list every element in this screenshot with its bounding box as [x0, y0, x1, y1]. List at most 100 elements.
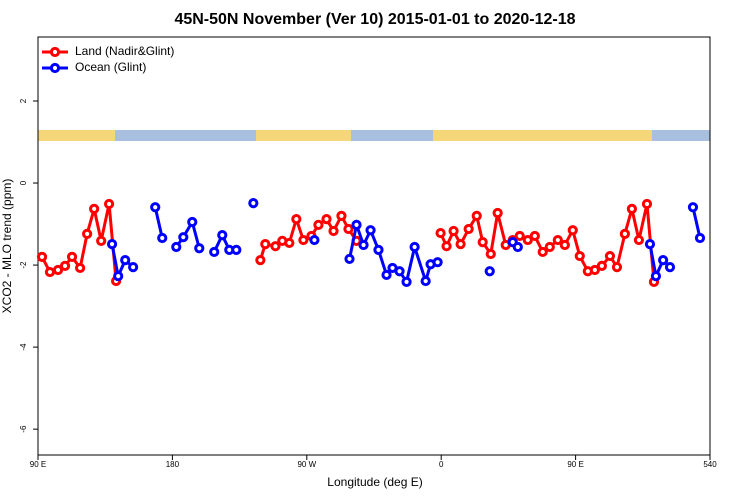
point — [284, 237, 295, 249]
point — [106, 239, 118, 250]
point — [103, 198, 115, 210]
point — [544, 241, 555, 253]
point — [343, 223, 354, 235]
point — [650, 271, 662, 282]
point — [82, 228, 93, 239]
point — [89, 203, 100, 214]
land-band — [433, 130, 652, 141]
point — [455, 239, 466, 250]
point — [217, 230, 228, 241]
point — [694, 232, 706, 244]
point — [66, 251, 78, 262]
x-tick-label: 90 E — [567, 460, 583, 469]
point — [441, 241, 452, 252]
point — [522, 234, 533, 246]
point — [512, 241, 523, 253]
point — [604, 250, 616, 262]
point — [120, 255, 131, 266]
point — [514, 230, 525, 242]
point — [664, 262, 676, 273]
point — [432, 257, 443, 268]
land-band — [256, 130, 351, 141]
point — [309, 234, 320, 246]
map-strip — [38, 130, 710, 141]
point — [298, 234, 309, 246]
x-axis-label: Longitude (deg E) — [327, 475, 422, 489]
x-tick-label: 0 — [439, 460, 444, 469]
legend-label: Land (Nadir&Glint) — [75, 44, 174, 58]
point — [255, 255, 266, 266]
point — [409, 241, 420, 253]
point — [358, 239, 369, 251]
point — [52, 264, 64, 276]
point — [529, 230, 540, 242]
y-tick-label: 2 — [19, 98, 28, 103]
point — [537, 246, 548, 258]
point — [313, 219, 324, 230]
point — [150, 202, 161, 213]
point — [484, 266, 495, 277]
point — [619, 228, 630, 239]
point — [552, 234, 563, 246]
point — [75, 262, 86, 274]
point — [270, 241, 281, 252]
point — [194, 243, 205, 254]
point — [113, 271, 124, 282]
point — [328, 225, 339, 237]
y-tick-label: 0 — [19, 180, 28, 185]
point — [248, 198, 259, 209]
ocean-band — [38, 130, 710, 141]
chart-title: 45N-50N November (Ver 10) 2015-01-01 to … — [174, 11, 575, 28]
point — [448, 225, 459, 237]
point — [157, 232, 168, 244]
point — [611, 262, 623, 273]
x-tick-label: 90 E — [30, 460, 46, 469]
point — [128, 262, 139, 273]
point — [178, 232, 189, 243]
y-axis-label: XCO2 - MLO trend (ppm) — [0, 179, 14, 314]
x-tick-label: 540 — [703, 460, 717, 469]
point — [365, 225, 376, 236]
point — [589, 264, 600, 276]
point — [641, 198, 653, 210]
point — [171, 241, 182, 253]
point — [644, 239, 656, 250]
point — [321, 214, 332, 225]
land-band — [38, 130, 115, 141]
point — [477, 237, 488, 248]
point — [231, 244, 242, 255]
legend-marker — [49, 62, 61, 74]
point — [351, 219, 362, 230]
point — [463, 223, 474, 235]
point — [209, 246, 220, 258]
point — [401, 276, 412, 287]
x-tick-label: 90 W — [297, 460, 316, 469]
x-tick-label: 180 — [166, 460, 180, 469]
point — [36, 251, 48, 262]
y-tick-label: -2 — [19, 261, 28, 269]
point — [471, 210, 482, 221]
point — [187, 216, 198, 228]
point — [336, 210, 347, 221]
y-tick-label: -6 — [19, 425, 28, 433]
point — [633, 234, 645, 246]
point — [59, 260, 71, 271]
point — [435, 227, 446, 239]
legend-label: Ocean (Glint) — [75, 60, 146, 74]
point — [96, 235, 107, 246]
point — [373, 244, 384, 255]
legend-marker — [49, 46, 61, 58]
point — [291, 214, 302, 225]
point — [658, 255, 669, 266]
point — [574, 250, 585, 262]
point — [344, 253, 355, 265]
point — [394, 266, 405, 277]
plot-frame — [37, 36, 711, 456]
point — [420, 275, 431, 287]
point — [559, 239, 570, 251]
point — [381, 269, 392, 281]
point — [260, 239, 271, 250]
point — [626, 203, 637, 214]
point — [567, 225, 578, 236]
